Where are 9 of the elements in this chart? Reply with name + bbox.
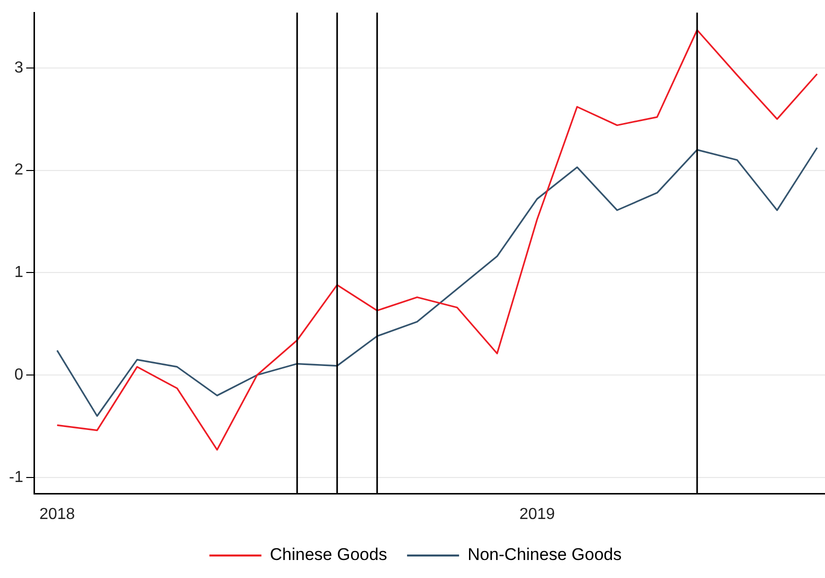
- legend-label: Non-Chinese Goods: [468, 545, 622, 564]
- x-tick-label: 2018: [39, 506, 76, 523]
- x-tick-label: 2019: [519, 506, 556, 523]
- y-tick-label: 2: [14, 162, 24, 179]
- y-tick-label: 1: [14, 264, 24, 282]
- y-tick-label: 0: [14, 366, 24, 384]
- y-tick-label: 3: [14, 59, 24, 76]
- legend-label: Chinese Goods: [270, 545, 388, 564]
- y-tick-label: -1: [8, 468, 24, 486]
